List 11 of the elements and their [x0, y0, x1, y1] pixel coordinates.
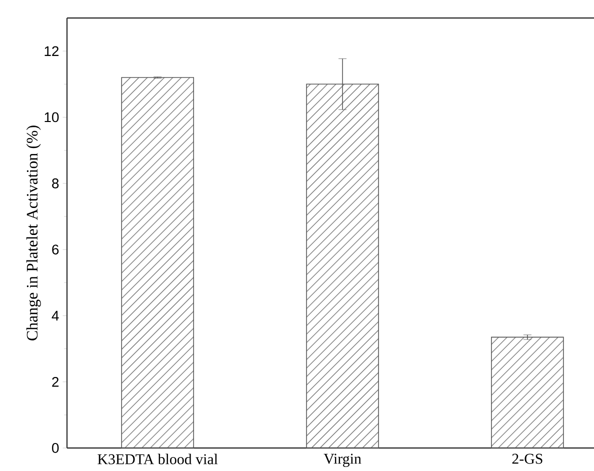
y-axis-title: Change in Platelet Activation (%) — [26, 126, 41, 340]
y-tick-label: 12 — [44, 46, 59, 56]
y-tick-label: 8 — [52, 178, 59, 188]
y-tick-label: 4 — [52, 310, 59, 320]
y-tick-label: 10 — [44, 112, 59, 122]
x-tick-label: 2-GS — [512, 454, 542, 464]
x-tick-label: Virgin — [324, 454, 362, 467]
x-tick-label: K3EDTA blood vial — [98, 454, 218, 464]
y-tick-label: 2 — [52, 376, 59, 387]
y-tick-label: 0 — [52, 443, 59, 453]
y-tick-label: 6 — [52, 244, 59, 254]
